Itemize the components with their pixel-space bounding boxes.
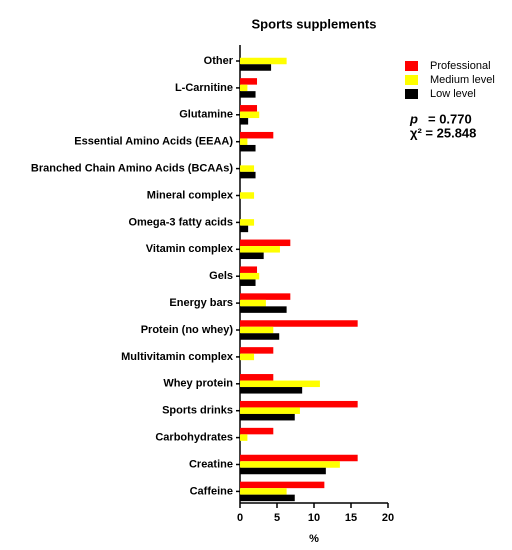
x-axis-label: % [309,533,319,545]
bar [240,434,248,441]
y-tick-label: Vitamin complex [146,243,234,255]
y-tick-label: Whey protein [163,378,233,390]
bar [240,293,291,300]
legend-label: Medium level [430,74,495,86]
bar [240,266,258,273]
bar [240,144,256,152]
bar [240,326,274,334]
y-tick-label: Creatine [189,458,233,470]
y-tick-label: Energy bars [169,297,233,309]
bar [240,400,358,408]
bar [240,427,274,435]
annotation: χ² = 25.848 [410,125,476,140]
bar [240,413,295,421]
y-tick-label: L-Carnitine [175,82,233,94]
bar [240,461,340,468]
bar [240,78,258,85]
bar [240,118,249,125]
legend-swatch [405,61,418,71]
bar [240,306,287,313]
bar [240,299,266,307]
y-tick-label: Omega-3 fatty acids [128,216,233,228]
y-tick-label: Caffeine [190,485,233,497]
bar [240,246,280,253]
y-tick-label: Branched Chain Amino Acids (BCAAs) [31,163,233,175]
bar [240,374,274,381]
annotation: p [409,111,418,126]
bar [240,380,320,388]
bar [240,131,274,139]
x-tick-label: 15 [345,512,357,524]
x-tick-label: 5 [274,512,280,524]
y-tick-label: Carbohydrates [155,432,233,444]
bar [240,165,255,172]
chart-title: Sports supplements [252,16,377,31]
bar [240,138,248,145]
y-tick-label: Sports drinks [162,405,233,417]
bar [240,84,248,92]
legend-swatch [405,89,418,99]
bar [240,252,264,260]
bar [240,494,295,502]
y-tick-label: Other [204,55,234,67]
bar [240,320,358,327]
bar [240,219,255,226]
bar [240,387,303,394]
legend-label: Low level [430,88,476,100]
bar [240,407,300,414]
bar [240,353,255,361]
y-tick-label: Multivitamin complex [121,351,234,363]
y-tick-label: Gels [209,270,233,282]
bar [240,105,258,112]
bar [240,91,256,98]
legend-label: Professional [430,60,491,72]
x-tick-label: 0 [237,512,243,524]
bar [240,454,358,462]
bar [240,171,256,179]
bar [240,192,255,199]
bar [240,64,272,71]
bar [240,279,256,286]
bar [240,57,287,65]
bar [240,481,325,489]
bar [240,239,291,247]
bar [240,467,326,475]
y-tick-label: Essential Amino Acids (EEAA) [74,136,233,148]
annotation: = 0.770 [428,111,472,126]
bar [240,333,280,340]
bar [240,111,260,119]
legend-swatch [405,75,418,85]
y-tick-label: Glutamine [179,109,233,121]
bar [240,347,274,354]
bar [240,488,287,495]
y-tick-label: Mineral complex [147,189,234,201]
x-tick-label: 10 [308,512,320,524]
bar [240,225,249,233]
y-tick-label: Protein (no whey) [141,324,234,336]
bar [240,272,260,280]
x-tick-label: 20 [382,512,394,524]
